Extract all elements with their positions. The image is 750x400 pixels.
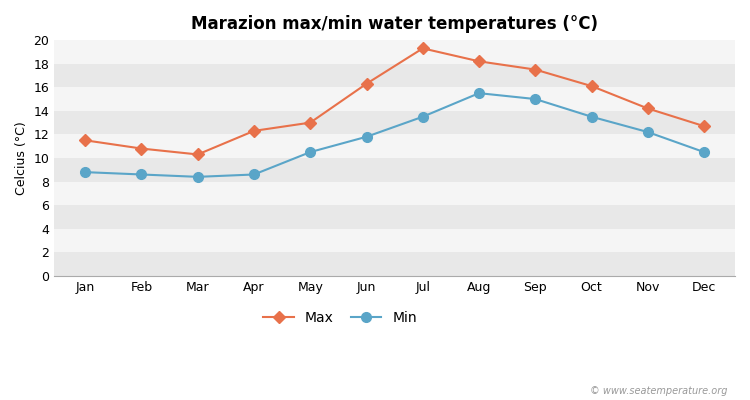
Bar: [54, 87, 735, 111]
Bar: [54, 205, 735, 229]
Bar: [54, 252, 735, 276]
Bar: [54, 134, 735, 158]
Text: © www.seatemperature.org: © www.seatemperature.org: [590, 386, 728, 396]
Bar: [54, 182, 735, 205]
Max: [362, 81, 371, 86]
Max: [137, 146, 146, 151]
Title: Marazion max/min water temperatures (°C): Marazion max/min water temperatures (°C): [191, 15, 598, 33]
Min: [531, 97, 540, 102]
Min: [475, 91, 484, 96]
Min: [587, 114, 596, 119]
Bar: [54, 111, 735, 134]
Min: [137, 172, 146, 177]
Max: [700, 124, 709, 128]
Bar: [54, 158, 735, 182]
Min: [644, 130, 652, 134]
Bar: [54, 64, 735, 87]
Max: [644, 106, 652, 111]
Max: [531, 67, 540, 72]
Min: [81, 170, 90, 174]
Legend: Max, Min: Max, Min: [258, 305, 422, 330]
Line: Min: Min: [80, 88, 709, 182]
Min: [362, 134, 371, 139]
Min: [194, 174, 202, 179]
Line: Max: Max: [81, 44, 708, 159]
Bar: [54, 40, 735, 64]
Bar: [54, 229, 735, 252]
Max: [194, 152, 202, 157]
Min: [419, 114, 428, 119]
Min: [250, 172, 259, 177]
Min: [700, 150, 709, 154]
Max: [250, 128, 259, 133]
Max: [81, 138, 90, 143]
Max: [475, 59, 484, 64]
Max: [419, 46, 428, 51]
Max: [306, 120, 315, 125]
Min: [306, 150, 315, 154]
Max: [587, 84, 596, 88]
Y-axis label: Celcius (°C): Celcius (°C): [15, 121, 28, 195]
